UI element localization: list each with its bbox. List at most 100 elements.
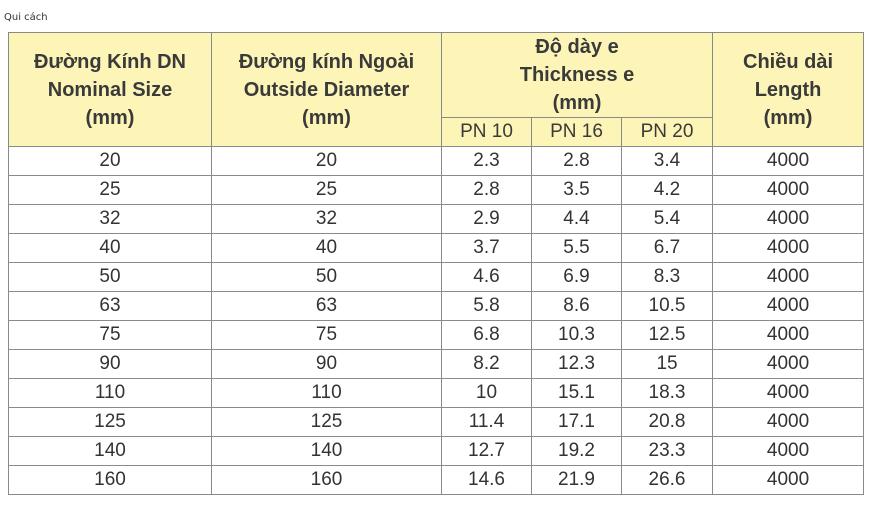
nominal-size-cell: 75 [8,320,212,350]
pn16-cell: 17.1 [531,407,622,437]
header-pn20: PN 20 [620,117,714,147]
length-cell: 4000 [712,378,865,408]
length-cell: 4000 [712,436,865,466]
pn20-cell: 10.5 [620,291,714,321]
header-length: Chiều dài Length (mm) [712,32,865,147]
pn10-cell: 12.7 [441,436,532,466]
header-line: Độ dày e [535,36,619,58]
header-nominal-size: Đường Kính DN Nominal Size (mm) [8,32,212,147]
table-row: 110 110 10 15.1 18.3 4000 [8,378,865,408]
outside-diameter-cell: 75 [211,320,442,350]
nominal-size-cell: 40 [8,233,212,263]
nominal-size-cell: 25 [8,175,212,205]
header-line: (mm) [302,106,351,129]
nominal-size-cell: 50 [8,262,212,292]
length-cell: 4000 [712,465,865,495]
length-cell: 4000 [712,407,865,437]
pn10-cell: 6.8 [441,320,532,350]
pn10-cell: 3.7 [441,233,532,263]
length-cell: 4000 [712,233,865,263]
header-line: Outside Diameter [243,78,410,101]
outside-diameter-cell: 110 [211,378,442,408]
pn10-cell: 14.6 [441,465,532,495]
table-row: 32 32 2.9 4.4 5.4 4000 [8,204,865,234]
nominal-size-cell: 32 [8,204,212,234]
pn10-cell: 10 [441,378,532,408]
header-line: (mm) [85,106,135,129]
pn16-cell: 4.4 [531,204,622,234]
length-cell: 4000 [712,146,865,176]
pn20-cell: 5.4 [620,204,714,234]
pn20-cell: 6.7 [620,233,714,263]
header-line: Length [754,78,822,101]
pn10-cell: 2.9 [441,204,532,234]
length-cell: 4000 [712,262,865,292]
header-pn10: PN 10 [441,117,532,147]
table-row: 40 40 3.7 5.5 6.7 4000 [8,233,865,263]
pn20-cell: 18.3 [620,378,714,408]
length-cell: 4000 [712,204,865,234]
pn10-cell: 2.3 [441,146,532,176]
nominal-size-cell: 140 [8,436,212,466]
table-row: 63 63 5.8 8.6 10.5 4000 [8,291,865,321]
length-cell: 4000 [712,349,865,379]
pn20-cell: 15 [620,349,714,379]
header-outside-diameter: Đường kính Ngoài Outside Diameter (mm) [211,32,442,147]
outside-diameter-cell: 63 [211,291,442,321]
length-cell: 4000 [712,175,865,205]
nominal-size-cell: 160 [8,465,212,495]
pn16-cell: 21.9 [531,465,622,495]
nominal-size-cell: 90 [8,349,212,379]
header-line: Chiều dài [743,50,834,73]
table-body: 20 20 2.3 2.8 3.4 4000 25 25 2.8 3.5 4.2 4000 32 32 2.… [8,146,865,495]
table-row: 90 90 8.2 12.3 15 4000 [8,349,865,379]
pn16-cell: 3.5 [531,175,622,205]
length-cell: 4000 [712,320,865,350]
pn16-cell: 10.3 [531,320,622,350]
pn16-cell: 6.9 [531,262,622,292]
pn10-cell: 2.8 [441,175,532,205]
pn10-cell: 5.8 [441,291,532,321]
table-row: 140 140 12.7 19.2 23.3 4000 [8,436,865,466]
header-line: Đường kính Ngoài [238,50,415,73]
pn16-cell: 2.8 [531,146,622,176]
header-line: (mm) [552,92,602,114]
table-row: 25 25 2.8 3.5 4.2 4000 [8,175,865,205]
table-row: 125 125 11.4 17.1 20.8 4000 [8,407,865,437]
pn10-cell: 11.4 [441,407,532,437]
header-line: Thickness e [519,64,635,86]
pn20-cell: 12.5 [620,320,714,350]
pn16-cell: 8.6 [531,291,622,321]
header-thickness: Độ dày e Thickness e (mm) [440,32,714,118]
pn20-cell: 4.2 [620,175,714,205]
pn20-cell: 23.3 [620,436,714,466]
nominal-size-cell: 20 [8,146,212,176]
header-line: Nominal Size [47,78,173,101]
nominal-size-cell: 125 [8,407,212,437]
pn16-cell: 19.2 [531,436,622,466]
table-row: 75 75 6.8 10.3 12.5 4000 [8,320,865,350]
nominal-size-cell: 110 [8,378,212,408]
outside-diameter-cell: 32 [211,204,442,234]
header-line: Đường Kính DN [33,50,186,73]
pn16-cell: 12.3 [531,349,622,379]
pn16-cell: 5.5 [531,233,622,263]
pn10-cell: 8.2 [441,349,532,379]
pn20-cell: 8.3 [620,262,714,292]
outside-diameter-cell: 90 [211,349,442,379]
spec-table: Đường Kính DN Nominal Size (mm) Đường kí… [8,32,865,495]
caption: Qui cách [4,12,48,23]
outside-diameter-cell: 20 [211,146,442,176]
outside-diameter-cell: 25 [211,175,442,205]
outside-diameter-cell: 140 [211,436,442,466]
outside-diameter-cell: 40 [211,233,442,263]
outside-diameter-cell: 50 [211,262,442,292]
header-line: (mm) [763,106,813,129]
nominal-size-cell: 63 [8,291,212,321]
pn20-cell: 26.6 [620,465,714,495]
length-cell: 4000 [712,291,865,321]
header-pn16: PN 16 [531,117,622,147]
outside-diameter-cell: 125 [211,407,442,437]
table-row: 50 50 4.6 6.9 8.3 4000 [8,262,865,292]
table-row: 20 20 2.3 2.8 3.4 4000 [8,146,865,176]
